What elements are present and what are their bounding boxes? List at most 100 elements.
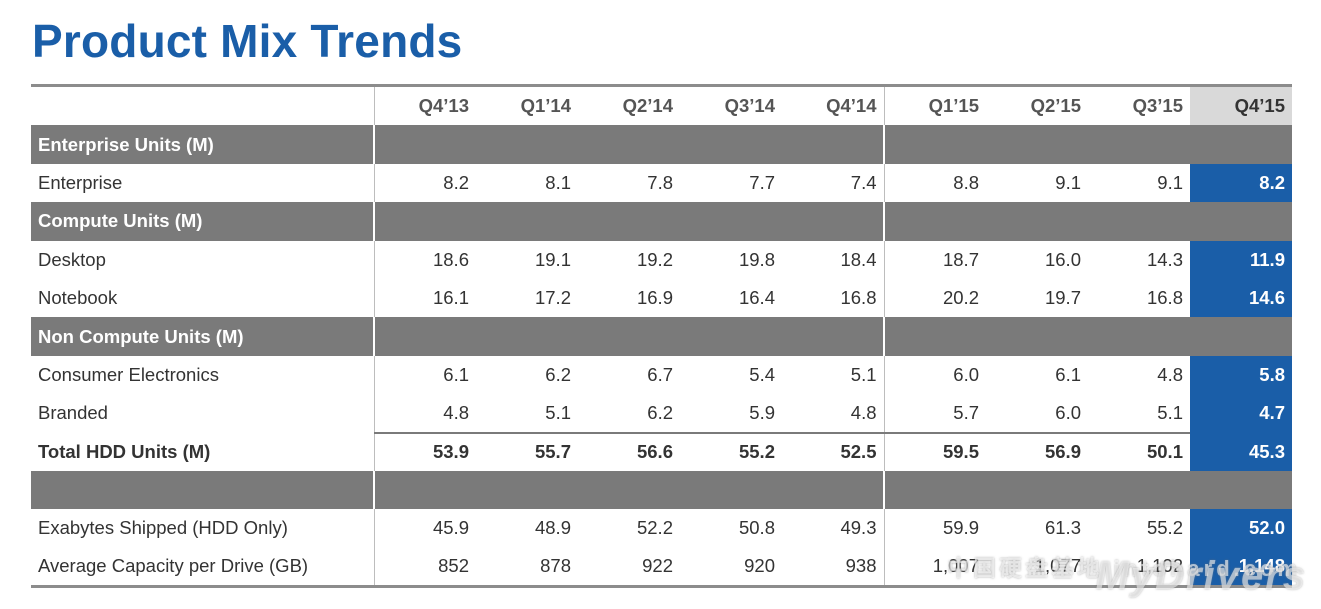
section-row: Enterprise Units (M) bbox=[31, 125, 1292, 164]
section-fill bbox=[373, 202, 476, 241]
row-value: 1,007 bbox=[883, 547, 986, 588]
section-fill bbox=[476, 470, 578, 510]
section-fill bbox=[578, 470, 680, 510]
row-value: 50.8 bbox=[738, 517, 775, 539]
row-value: 14.6 bbox=[1190, 278, 1292, 318]
row-value: 61.3 bbox=[1044, 517, 1081, 539]
table-row: Average Capacity per Drive (GB) 852 878 922… bbox=[31, 547, 1292, 588]
row-value: 19.7 bbox=[1044, 287, 1081, 309]
header-corner bbox=[31, 87, 374, 125]
row-label: Notebook bbox=[38, 287, 118, 309]
column-header: Q4’13 bbox=[373, 87, 476, 126]
section-fill bbox=[883, 202, 986, 241]
row-value: 55.7 bbox=[476, 431, 578, 471]
column-header: Q1’14 bbox=[520, 95, 571, 117]
row-value: 922 bbox=[578, 547, 680, 588]
row-value: 52.2 bbox=[636, 517, 673, 539]
row-value: 19.1 bbox=[534, 248, 571, 270]
section-fill bbox=[373, 125, 476, 164]
row-value: 48.9 bbox=[534, 517, 571, 539]
row-value: 6.0 bbox=[1055, 401, 1081, 423]
section-fill bbox=[578, 317, 680, 356]
row-value: 4.8 bbox=[850, 401, 877, 423]
row-value: 5.4 bbox=[749, 363, 775, 385]
row-value: 920 bbox=[680, 547, 782, 588]
column-header: Q3’14 bbox=[724, 95, 775, 117]
row-value: 16.1 bbox=[373, 278, 476, 318]
section-fill bbox=[782, 202, 884, 241]
section-title bbox=[31, 470, 374, 510]
section-fill bbox=[578, 125, 680, 164]
section-fill bbox=[883, 317, 986, 356]
table-row: Notebook 16.1 17.2 16.9 16.4 16.8 20.2 19.7 16.8… bbox=[31, 278, 1292, 318]
section-fill bbox=[782, 317, 884, 356]
row-value: 6.1 bbox=[1055, 363, 1081, 385]
row-value: 5.1 bbox=[850, 363, 877, 385]
row-label: Branded bbox=[38, 402, 108, 424]
section-fill bbox=[680, 317, 782, 356]
row-value: 59.5 bbox=[883, 431, 986, 471]
row-value: 16.8 bbox=[840, 287, 877, 309]
row-label: Average Capacity per Drive (GB) bbox=[31, 547, 374, 588]
row-value: 56.6 bbox=[578, 431, 680, 471]
section-fill bbox=[680, 125, 782, 164]
row-value: 18.6 bbox=[373, 240, 476, 279]
row-value: 55.2 bbox=[1146, 517, 1183, 539]
column-header: Q2’15 bbox=[1030, 95, 1081, 117]
table-row: Branded 4.8 5.1 6.2 5.9 4.8 5.7 6.0 5.1 4.7 bbox=[31, 394, 1292, 433]
section-fill bbox=[1190, 202, 1292, 241]
row-value: 1,148 bbox=[1190, 547, 1292, 588]
row-value: 5.8 bbox=[1190, 355, 1292, 395]
row-value: 6.1 bbox=[373, 355, 476, 395]
row-value: 5.9 bbox=[749, 401, 775, 423]
row-value: 11.9 bbox=[1190, 240, 1292, 279]
section-fill bbox=[1088, 125, 1190, 164]
row-value: 1,077 bbox=[986, 547, 1088, 588]
row-value: 5.1 bbox=[545, 401, 571, 423]
row-value: 14.3 bbox=[1146, 248, 1183, 270]
section-fill bbox=[373, 470, 476, 510]
table-row: Desktop 18.6 19.1 19.2 19.8 18.4 18.7 16.0 14.3 1… bbox=[31, 240, 1292, 279]
row-value: 45.3 bbox=[1190, 432, 1292, 471]
top-rule bbox=[31, 84, 1292, 87]
section-fill bbox=[1190, 125, 1292, 164]
row-label: Total HDD Units (M) bbox=[38, 440, 211, 462]
row-value: 938 bbox=[782, 547, 884, 588]
section-fill bbox=[782, 125, 884, 164]
column-header: Q4’14 bbox=[826, 95, 877, 117]
section-fill bbox=[680, 470, 782, 510]
row-label: Desktop bbox=[38, 248, 106, 270]
page-title: Product Mix Trends bbox=[32, 15, 463, 67]
row-value: 7.8 bbox=[647, 171, 673, 193]
section-fill bbox=[578, 202, 680, 241]
section-fill bbox=[1088, 202, 1190, 241]
column-header: Q1’15 bbox=[883, 87, 986, 126]
row-value: 59.9 bbox=[883, 509, 986, 548]
section-fill bbox=[986, 470, 1088, 510]
section-fill bbox=[1190, 317, 1292, 356]
row-value: 18.4 bbox=[840, 248, 877, 270]
column-header: Q2’14 bbox=[622, 95, 673, 117]
row-value: 5.7 bbox=[883, 394, 986, 433]
row-value: 50.1 bbox=[1088, 431, 1190, 471]
row-value: 8.8 bbox=[883, 163, 986, 203]
section-fill bbox=[476, 125, 578, 164]
row-value: 18.7 bbox=[883, 240, 986, 279]
row-value: 17.2 bbox=[534, 287, 571, 309]
row-value: 7.4 bbox=[850, 171, 877, 193]
section-fill bbox=[476, 317, 578, 356]
section-fill bbox=[986, 202, 1088, 241]
row-value: 16.0 bbox=[1044, 248, 1081, 270]
row-value: 45.9 bbox=[373, 509, 476, 548]
row-value: 6.0 bbox=[883, 355, 986, 395]
row-value: 20.2 bbox=[883, 278, 986, 318]
row-value: 7.7 bbox=[749, 171, 775, 193]
row-value: 49.3 bbox=[840, 517, 877, 539]
row-value: 52.0 bbox=[1190, 509, 1292, 548]
section-fill bbox=[680, 202, 782, 241]
section-fill bbox=[1088, 317, 1190, 356]
row-value: 16.9 bbox=[636, 287, 673, 309]
row-value: 55.2 bbox=[680, 431, 782, 471]
section-fill bbox=[883, 470, 986, 510]
section-row: Compute Units (M) bbox=[31, 202, 1292, 241]
